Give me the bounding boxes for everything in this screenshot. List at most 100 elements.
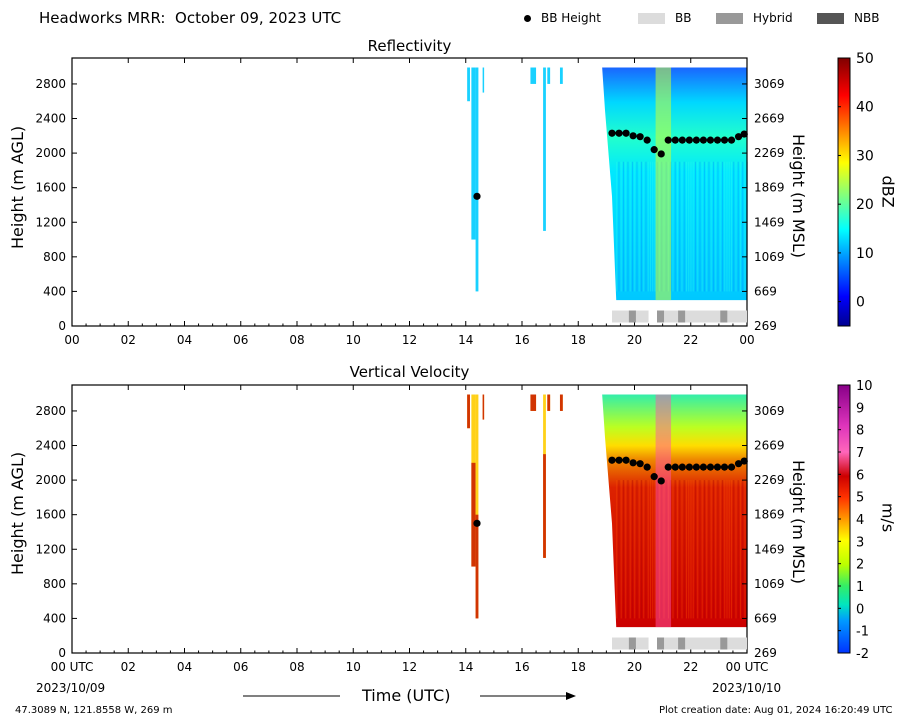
bb-height-point xyxy=(720,136,729,144)
y-tick-label: 800 xyxy=(43,577,66,591)
texture-stripe xyxy=(721,480,723,619)
texture-stripe xyxy=(636,161,638,292)
bb-height-point xyxy=(622,129,630,137)
y-tick-label: 0 xyxy=(58,646,66,660)
precip-streak xyxy=(543,67,546,231)
texture-stripe xyxy=(742,161,744,292)
texture-stripe xyxy=(676,161,678,292)
x-tick-label: 20 xyxy=(627,333,642,347)
precip-main-block xyxy=(602,67,747,301)
texture-stripe xyxy=(710,480,712,619)
x-tick-label: 22 xyxy=(683,660,698,674)
bb-height-point xyxy=(713,463,722,471)
y-right-tick-label: 669 xyxy=(754,284,777,298)
y-right-tick-label: 669 xyxy=(754,611,777,625)
texture-stripe xyxy=(652,480,654,619)
texture-stripe xyxy=(717,161,719,292)
texture-stripe xyxy=(681,480,683,619)
bb-type-segment xyxy=(657,637,665,650)
bb-height-point xyxy=(740,457,748,465)
y-tick-label: 2800 xyxy=(35,77,66,91)
x-tick-label: 02 xyxy=(121,660,136,674)
colorbar-tick-label: 30 xyxy=(856,148,874,164)
bb-height-point xyxy=(727,136,736,144)
texture-stripe xyxy=(690,480,692,619)
x-tick-label: 04 xyxy=(177,660,192,674)
colorbar-tick-label: 2 xyxy=(856,558,864,573)
texture-stripe xyxy=(715,480,717,619)
x-tick-label: 12 xyxy=(402,333,417,347)
precip-streak-core xyxy=(559,394,563,411)
texture-stripe xyxy=(730,480,732,619)
texture-stripe xyxy=(690,161,692,292)
bb-type-segment xyxy=(720,637,728,650)
texture-stripe xyxy=(724,480,726,619)
bb-type-segment xyxy=(678,637,686,650)
y-right-tick-label: 3069 xyxy=(754,77,785,91)
bb-height-point xyxy=(692,136,700,144)
y-right-tick-label: 269 xyxy=(754,646,777,660)
precip-streak-core xyxy=(467,394,470,429)
texture-stripe xyxy=(638,480,640,619)
bb-height-point xyxy=(608,129,616,137)
x-tick-label: 10 xyxy=(346,660,361,674)
texture-stripe xyxy=(629,161,631,292)
texture-stripe xyxy=(710,161,712,292)
bb-height-point xyxy=(678,463,686,471)
x-tick-label: 04 xyxy=(177,333,192,347)
texture-stripe xyxy=(679,480,681,619)
texture-stripe xyxy=(679,161,681,292)
texture-stripe xyxy=(692,480,694,619)
x-tick-label: 14 xyxy=(458,660,473,674)
texture-stripe xyxy=(735,480,737,619)
bright-band-column xyxy=(655,394,672,628)
x-tick-label: 10 xyxy=(346,333,361,347)
y-tick-label: 2000 xyxy=(35,473,66,487)
colorbar-tick-label: 6 xyxy=(856,468,864,483)
texture-stripe xyxy=(699,161,701,292)
figure-title: Headworks MRR: October 09, 2023 UTC xyxy=(39,9,342,27)
texture-stripe xyxy=(724,161,726,292)
texture-stripe xyxy=(672,161,674,292)
y-tick-label: 400 xyxy=(43,284,66,298)
precip-streak-core xyxy=(530,394,537,411)
texture-stripe xyxy=(631,161,633,292)
bb-height-point xyxy=(636,460,644,468)
location-text: 47.3089 N, 121.8558 W, 269 m xyxy=(15,705,173,716)
x-start-date: 2023/10/09 xyxy=(36,681,106,695)
texture-stripe xyxy=(733,480,735,619)
bb-height-point xyxy=(629,132,637,140)
bb-height-point xyxy=(671,463,679,471)
x-tick-label: 16 xyxy=(514,333,529,347)
texture-stripe xyxy=(712,480,714,619)
y-right-tick-label: 3069 xyxy=(754,404,785,418)
texture-stripe xyxy=(627,480,629,619)
texture-stripe xyxy=(674,480,676,619)
texture-stripe xyxy=(712,161,714,292)
bb-height-point xyxy=(671,136,679,144)
texture-stripe xyxy=(647,480,649,619)
y-tick-label: 2000 xyxy=(35,146,66,160)
bb-height-point xyxy=(678,136,686,144)
texture-stripe xyxy=(681,161,683,292)
reflectivity-panel-title: Reflectivity xyxy=(367,37,452,55)
legend-label: NBB xyxy=(854,11,880,25)
colorbar-tick-label: -1 xyxy=(856,625,869,640)
texture-stripe xyxy=(638,161,640,292)
colorbar-tick-label: 9 xyxy=(856,401,864,416)
precip-streak xyxy=(482,67,485,93)
bb-height-point xyxy=(685,136,693,144)
texture-stripe xyxy=(683,161,685,292)
bb-type-segment xyxy=(628,310,636,323)
colorbar-tick-label: 50 xyxy=(856,51,874,67)
texture-stripe xyxy=(697,480,699,619)
texture-stripe xyxy=(699,480,701,619)
texture-stripe xyxy=(708,161,710,292)
legend-label: BB xyxy=(675,11,692,25)
bright-band-column xyxy=(655,67,672,301)
texture-stripe xyxy=(627,161,629,292)
bb-type-segment xyxy=(657,637,747,650)
y-tick-label: 1600 xyxy=(35,181,66,195)
bb-height-point xyxy=(622,456,630,464)
texture-stripe xyxy=(654,480,656,619)
